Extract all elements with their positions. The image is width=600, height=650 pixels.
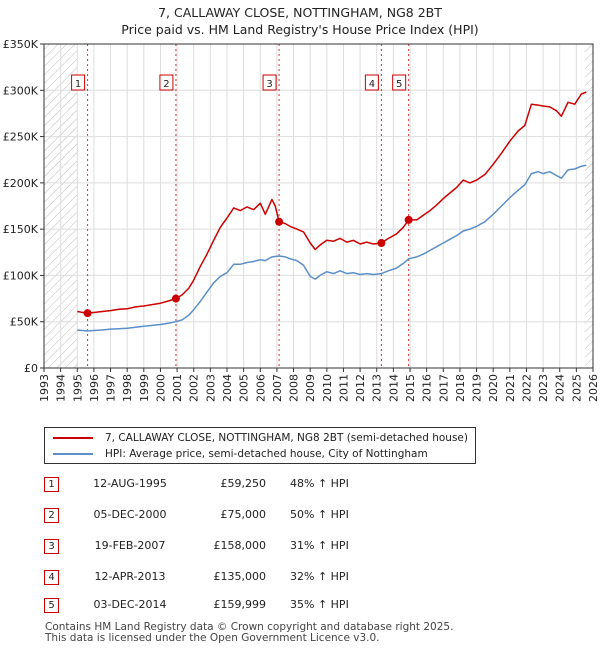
x-tick-label: 2023 (537, 374, 550, 402)
y-tick-label: £350K (3, 38, 39, 51)
hpi-series-line (77, 164, 587, 332)
transaction-number-badge: 2 (44, 508, 59, 523)
transaction-number-badge: 1 (44, 477, 59, 492)
transaction-hpi-change: 50% ↑ HPI (290, 508, 349, 521)
sale-point (275, 217, 284, 226)
x-tick-label: 2021 (504, 374, 517, 402)
table-row: 2 05-DEC-2000 £75,000 50% ↑ HPI (40, 506, 460, 523)
table-row: 5 03-DEC-2014 £159,999 35% ↑ HPI (40, 596, 460, 613)
x-tick-label: 2000 (154, 374, 167, 402)
legend-swatch-property (53, 437, 93, 439)
x-tick-label: 1994 (55, 374, 68, 402)
x-tick-label: 2013 (371, 374, 384, 402)
y-tick-label: £100K (3, 269, 39, 282)
legend-label-hpi: HPI: Average price, semi-detached house,… (105, 448, 428, 460)
x-tick-label: 1996 (88, 374, 101, 402)
footer-copyright: Contains HM Land Registry data © Crown c… (45, 621, 454, 633)
x-tick-label: 2015 (404, 374, 417, 402)
chart-subtitle: Price paid vs. HM Land Registry's House … (121, 22, 479, 37)
y-tick-label: £150K (3, 223, 39, 236)
transaction-date: 12-APR-2013 (94, 570, 166, 583)
x-tick-label: 1995 (71, 374, 84, 402)
legend-entry-hpi: HPI: Average price, semi-detached house,… (53, 446, 428, 462)
transaction-hpi-change: 35% ↑ HPI (290, 598, 349, 611)
transaction-hpi-change: 48% ↑ HPI (290, 477, 349, 490)
transaction-price: £158,000 (213, 539, 267, 552)
x-tick-label: 2010 (321, 374, 334, 402)
table-row: 3 19-FEB-2007 £158,000 31% ↑ HPI (40, 537, 460, 554)
x-tick-label: 2003 (204, 374, 217, 402)
sale-point (83, 309, 92, 318)
y-tick-label: £250K (3, 131, 39, 144)
transaction-marker-label: 4 (369, 79, 375, 90)
x-tick-label: 2014 (387, 374, 400, 402)
x-tick-label: 2006 (254, 374, 267, 402)
no-data-hatch (584, 44, 593, 368)
transaction-marker-label: 1 (75, 79, 81, 90)
legend-swatch-hpi (53, 453, 93, 455)
chart-title: 7, CALLAWAY CLOSE, NOTTINGHAM, NG8 2BT (158, 5, 442, 20)
transaction-marker-box (262, 74, 277, 91)
y-tick-label: £0 (24, 362, 38, 375)
x-tick-label: 2005 (238, 374, 251, 402)
transaction-marker-box (159, 74, 174, 91)
price-chart: 1 2 3 4 5 £0 £50K £100K £150K £200K £250K £300K £35… (3, 38, 600, 402)
y-tick-label: £200K (3, 177, 39, 190)
sale-point (377, 239, 386, 248)
transaction-hpi-change: 31% ↑ HPI (290, 539, 349, 552)
x-tick-label: 2020 (487, 374, 500, 402)
x-tick-label: 2017 (437, 374, 450, 402)
table-row: 1 12-AUG-1995 £59,250 48% ↑ HPI (40, 475, 460, 492)
transaction-date: 05-DEC-2000 (93, 508, 167, 521)
legend-label-property: 7, CALLAWAY CLOSE, NOTTINGHAM, NG8 2BT (… (105, 432, 468, 444)
y-tick-label: £50K (10, 316, 39, 329)
plot-frame (43, 43, 594, 369)
sale-point (171, 294, 180, 303)
transaction-price: £75,000 (220, 508, 267, 521)
chart-legend: 7, CALLAWAY CLOSE, NOTTINGHAM, NG8 2BT (… (44, 427, 476, 464)
footer-licence: This data is licensed under the Open Gov… (45, 632, 380, 644)
transaction-price: £59,250 (220, 477, 267, 490)
x-tick-label: 2007 (271, 374, 284, 402)
x-tick-label: 2019 (471, 374, 484, 402)
sale-point (404, 215, 413, 224)
transaction-marker-box (392, 74, 407, 91)
x-tick-label: 2018 (454, 374, 467, 402)
x-tick-label: 1993 (38, 374, 51, 402)
transaction-number-badge: 3 (44, 539, 59, 554)
x-tick-label: 2012 (354, 374, 367, 402)
x-tick-label: 2002 (188, 374, 201, 402)
transaction-date: 12-AUG-1995 (93, 477, 167, 490)
transaction-price: £159,999 (213, 598, 267, 611)
x-tick-label: 2011 (337, 374, 350, 402)
transaction-marker-label: 2 (163, 79, 169, 90)
x-tick-label: 2026 (587, 374, 600, 402)
transaction-number-badge: 4 (44, 570, 59, 585)
x-tick-label: 1997 (105, 374, 118, 402)
x-tick-label: 2024 (554, 374, 567, 402)
table-row: 4 12-APR-2013 £135,000 32% ↑ HPI (40, 568, 460, 585)
transaction-date: 03-DEC-2014 (93, 598, 167, 611)
x-tick-label: 1999 (138, 374, 151, 402)
transaction-marker-box (364, 74, 379, 91)
x-tick-label: 2008 (288, 374, 301, 402)
x-tick-label: 2016 (421, 374, 434, 402)
x-tick-label: 2009 (304, 374, 317, 402)
x-tick-label: 2025 (570, 374, 583, 402)
transaction-number-badge: 5 (44, 598, 59, 613)
y-tick-label: £300K (3, 84, 39, 97)
transaction-marker-label: 5 (396, 79, 402, 90)
transaction-date: 19-FEB-2007 (94, 539, 166, 552)
x-tick-label: 2004 (221, 374, 234, 402)
legend-entry-property: 7, CALLAWAY CLOSE, NOTTINGHAM, NG8 2BT (… (53, 430, 468, 446)
transaction-price: £135,000 (213, 570, 267, 583)
transaction-marker-label: 3 (266, 79, 272, 90)
x-tick-label: 2022 (520, 374, 533, 402)
transaction-hpi-change: 32% ↑ HPI (290, 570, 349, 583)
x-tick-label: 1998 (121, 374, 134, 402)
transaction-marker-box (71, 74, 86, 91)
x-tick-label: 2001 (171, 374, 184, 402)
